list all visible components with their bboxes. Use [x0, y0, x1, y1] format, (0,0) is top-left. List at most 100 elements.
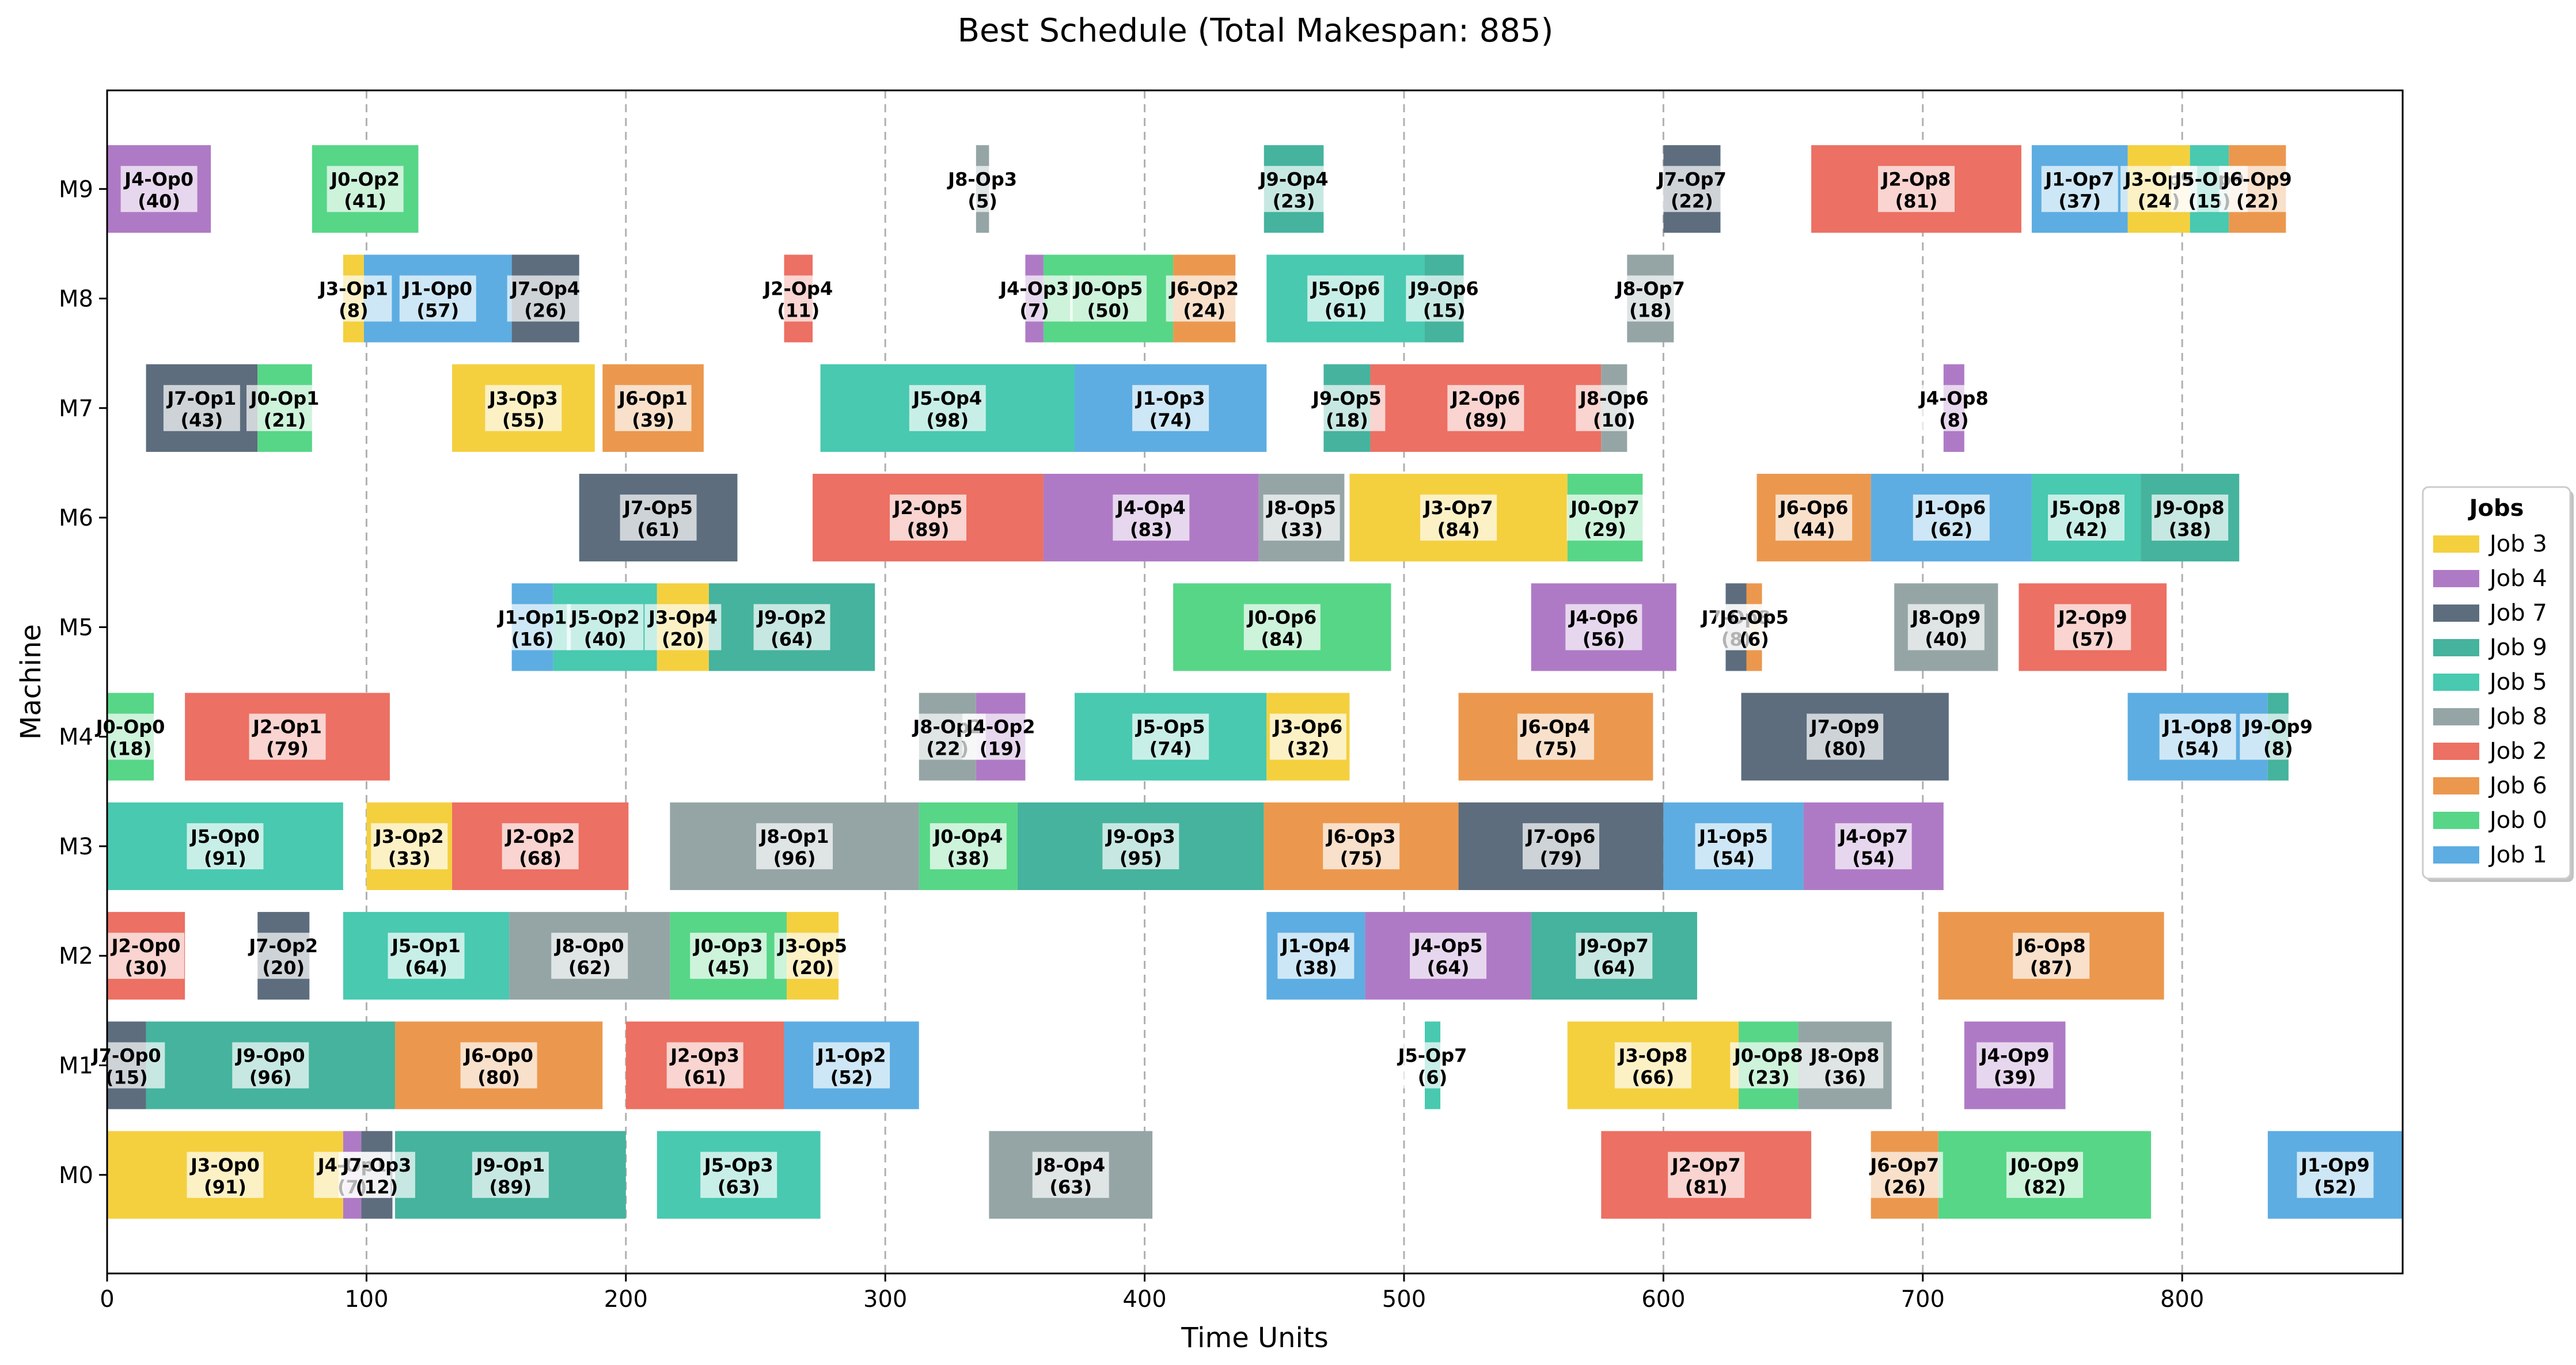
task-label-box [1878, 166, 1955, 212]
task-label-duration: (23) [1747, 1066, 1790, 1088]
x-tick-label: 200 [604, 1286, 648, 1313]
legend-swatch [2433, 846, 2479, 864]
task-label: J1-Op4(38) [1277, 933, 1355, 979]
task-label: J8-Op4(63) [1032, 1151, 1109, 1198]
task-label-box [249, 713, 326, 760]
task-label-duration: (75) [1535, 738, 1577, 760]
task-label-name: J3-Op5 [777, 935, 847, 957]
task-label-name: J0-Op8 [1733, 1044, 1803, 1066]
task-label: J8-Op9(40) [1907, 604, 1985, 651]
task-label-box [1653, 166, 1731, 212]
task-label-box [494, 604, 571, 651]
task-label-name: J2-Op9 [2057, 606, 2127, 628]
task-label: J6-Op9(22) [2219, 166, 2296, 212]
x-axis-label: Time Units [1181, 1322, 1328, 1354]
task-label-duration: (91) [204, 847, 246, 869]
task-label-box [1915, 385, 1993, 431]
legend-swatch [2433, 570, 2479, 587]
task-label-box [753, 604, 830, 651]
task-label-name: J4-Op5 [1413, 935, 1483, 957]
task-label-duration: (24) [1183, 300, 1226, 322]
task-label-name: J1-Op3 [1135, 387, 1205, 409]
task-label-box [1394, 1042, 1471, 1089]
task-label-duration: (64) [405, 957, 447, 979]
task-label-box [756, 823, 833, 869]
task-label-name: J0-Op7 [1569, 497, 1640, 519]
task-label-name: J7-Op2 [248, 935, 318, 957]
task-label-name: J3-Op0 [189, 1154, 260, 1176]
task-label-duration: (61) [684, 1066, 726, 1088]
legend-entry: Job 3 [2488, 531, 2547, 557]
task-label-name: J9-Op5 [1311, 387, 1382, 409]
task-label-name: J7-Op5 [623, 497, 693, 519]
task-label-name: J2-Op2 [504, 826, 575, 847]
task-label-duration: (15) [105, 1066, 148, 1088]
task-label-name: J5-Op1 [390, 935, 461, 957]
task-label-name: J3-Op4 [647, 606, 718, 628]
legend-swatch [2433, 708, 2479, 725]
task-label: J2-Op8(81) [1878, 166, 1955, 212]
task-label: J4-Op9(39) [1976, 1042, 2054, 1089]
task-label-name: J6-Op1 [617, 387, 688, 409]
task-label-box [1775, 495, 1853, 541]
task-label-duration: (7) [1019, 300, 1049, 322]
task-label-duration: (84) [1261, 628, 1303, 650]
task-label-box [644, 604, 722, 651]
task-label-name: J7-Op9 [1809, 716, 1880, 738]
task-label: J6-Op1(39) [614, 385, 692, 431]
task-label-duration: (56) [1583, 628, 1625, 650]
task-label-duration: (40) [1925, 628, 1967, 650]
task-label-name: J6-Op6 [1778, 497, 1849, 519]
task-label-duration: (68) [519, 847, 562, 869]
task-label-box [1907, 604, 1985, 651]
task-label-name: J9-Op6 [1409, 278, 1479, 300]
task-label-box [1576, 933, 1653, 979]
task-label-name: J8-Op8 [1809, 1044, 1880, 1066]
task-label: J5-Op3(63) [700, 1151, 777, 1198]
task-label-name: J3-Op1 [318, 278, 388, 300]
task-label-box [507, 275, 584, 322]
task-label: J9-Op5(18) [1308, 385, 1386, 431]
task-label-duration: (33) [388, 847, 431, 869]
task-label-duration: (89) [907, 519, 950, 541]
task-label-name: J8-Op3 [947, 168, 1017, 190]
task-label-duration: (39) [1994, 1066, 2036, 1088]
task-label-duration: (20) [791, 957, 834, 979]
task-label-duration: (32) [1287, 738, 1329, 760]
y-tick-label: M5 [59, 614, 93, 641]
task-label: J4-Op7(54) [1835, 823, 1912, 869]
task-label-duration: (96) [773, 847, 816, 869]
task-label: J1-Op3(74) [1132, 385, 1209, 431]
task-label-duration: (36) [1824, 1066, 1866, 1088]
task-label-name: J2-Op7 [1671, 1154, 1741, 1176]
task-label-box [1307, 275, 1384, 322]
task-label: J2-Op1(79) [249, 713, 326, 760]
task-label-duration: (84) [1437, 519, 1480, 541]
task-label-name: J6-Op5 [1718, 606, 1789, 628]
task-label: J9-Op7(64) [1576, 933, 1653, 979]
task-label-name: J4-Op9 [1979, 1044, 2050, 1066]
task-label: J6-Op5(6) [1716, 604, 1793, 651]
task-label-box [1113, 495, 1190, 541]
task-label-box [472, 1151, 549, 1198]
legend-swatch [2433, 777, 2479, 794]
task-label-duration: (38) [947, 847, 989, 869]
task-label-box [1835, 823, 1912, 869]
task-label-box [315, 275, 392, 322]
task-label-duration: (18) [1629, 300, 1672, 322]
task-label-name: J6-Op0 [463, 1044, 533, 1066]
task-label-duration: (83) [1130, 519, 1173, 541]
task-label-duration: (64) [771, 628, 813, 650]
task-label: J2-Op7(81) [1668, 1151, 1745, 1198]
task-label: J3-Op7(84) [1420, 495, 1497, 541]
task-label-duration: (54) [1712, 847, 1755, 869]
task-label-duration: (91) [204, 1176, 246, 1198]
task-label: J9-Op0(96) [232, 1042, 309, 1089]
task-label-box [774, 933, 851, 979]
task-label-box [1913, 495, 1990, 541]
task-label: J0-Op2(41) [327, 166, 404, 212]
task-label: J5-Op6(61) [1307, 275, 1384, 322]
task-label-name: J4-Op6 [1568, 606, 1638, 628]
task-label-name: J8-Op4 [1035, 1154, 1105, 1176]
